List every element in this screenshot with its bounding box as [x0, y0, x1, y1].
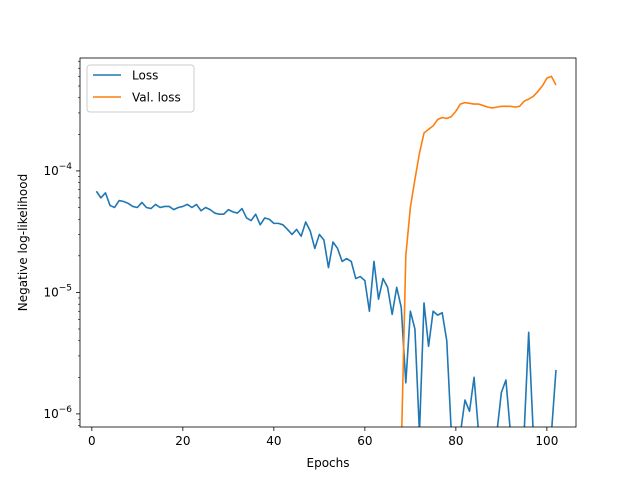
y-tick-label: 10−6: [43, 405, 72, 421]
legend-box: [86, 64, 195, 113]
x-tick-label: 100: [535, 434, 558, 448]
x-axis-label: Epochs: [307, 456, 350, 470]
y-tick-label: 10−4: [43, 162, 72, 178]
x-tick-label: 0: [88, 434, 96, 448]
series-layer: [95, 75, 557, 427]
x-tick-label: 60: [357, 434, 372, 448]
legend-label-loss: Loss: [132, 69, 158, 83]
x-tick-label: 20: [175, 434, 190, 448]
y-tick-label: 10−5: [43, 283, 72, 299]
x-tick-label: 40: [266, 434, 281, 448]
plot-area: [80, 58, 576, 427]
legend-label-val-loss: Val. loss: [132, 91, 181, 105]
x-axis: 0 20 40 60 80 100: [88, 427, 558, 448]
series-line-0: [95, 190, 557, 427]
series-line-1: [401, 75, 557, 427]
x-tick-label: 80: [448, 434, 463, 448]
axes-frame: [79, 57, 577, 428]
y-axis: 10−6 10−5 10−4: [43, 60, 80, 426]
y-axis-label: Negative log-likelihood: [16, 174, 30, 311]
legend: Loss Val. loss: [86, 64, 195, 113]
